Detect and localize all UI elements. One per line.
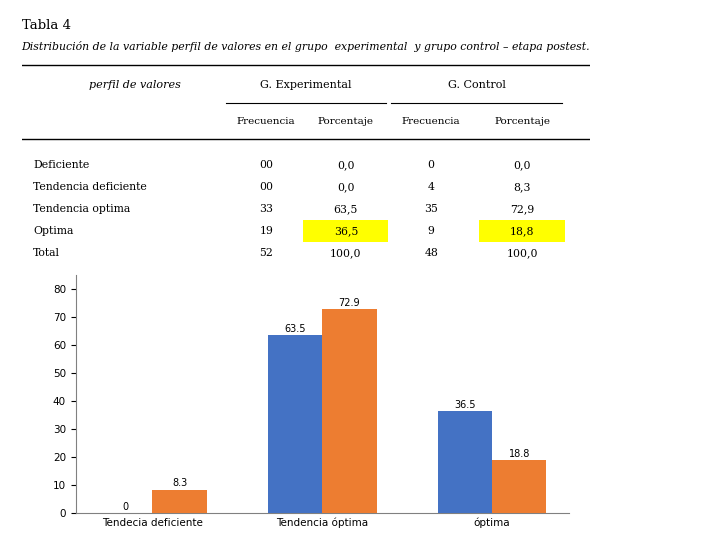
Text: Deficiente: Deficiente [33, 160, 89, 170]
Bar [480, 220, 564, 242]
Text: 0: 0 [428, 160, 435, 170]
Text: 0,0: 0,0 [513, 160, 531, 170]
Text: 9: 9 [428, 226, 435, 236]
Text: Tabla 4: Tabla 4 [22, 19, 71, 32]
Text: Porcentaje: Porcentaje [318, 117, 374, 126]
Text: 0,0: 0,0 [337, 183, 354, 192]
Text: Total: Total [33, 248, 60, 258]
Text: 36,5: 36,5 [333, 226, 358, 236]
Text: 36.5: 36.5 [454, 400, 476, 409]
Text: Tendencia deficiente: Tendencia deficiente [33, 183, 147, 192]
Text: 8,3: 8,3 [513, 183, 531, 192]
Text: 00: 00 [259, 183, 273, 192]
Bar [153, 490, 207, 513]
Text: 72.9: 72.9 [338, 298, 360, 308]
Text: Porcentaje: Porcentaje [494, 117, 550, 126]
Bar [268, 335, 323, 513]
Text: 63,5: 63,5 [333, 204, 358, 214]
Text: 100,0: 100,0 [330, 248, 361, 258]
Bar [323, 309, 377, 513]
Text: 72,9: 72,9 [510, 204, 534, 214]
Text: Frecuencia: Frecuencia [237, 117, 295, 126]
Text: Tendencia optima: Tendencia optima [33, 204, 130, 214]
Text: 0: 0 [122, 502, 128, 511]
Text: 33: 33 [259, 204, 273, 214]
Text: G. Control: G. Control [448, 80, 505, 90]
Text: 4: 4 [428, 183, 435, 192]
Text: 52: 52 [259, 248, 273, 258]
Text: Frecuencia: Frecuencia [402, 117, 461, 126]
Text: 18.8: 18.8 [508, 449, 530, 459]
Bar [438, 411, 492, 513]
Text: 8.3: 8.3 [172, 478, 187, 488]
Text: perfil de valores: perfil de valores [89, 80, 181, 90]
Bar [492, 461, 546, 513]
Text: 0,0: 0,0 [337, 160, 354, 170]
Text: Distribución de la variable perfil de valores en el grupo  experimental  y grupo: Distribución de la variable perfil de va… [22, 40, 590, 51]
Text: 00: 00 [259, 160, 273, 170]
Text: 19: 19 [259, 226, 273, 236]
Bar [303, 220, 389, 242]
Text: 18,8: 18,8 [510, 226, 534, 236]
Text: 48: 48 [424, 248, 438, 258]
Text: 35: 35 [424, 204, 438, 214]
Text: 100,0: 100,0 [506, 248, 538, 258]
Text: 63.5: 63.5 [284, 324, 306, 334]
Text: Optima: Optima [33, 226, 73, 236]
Text: G. Experimental: G. Experimental [260, 80, 352, 90]
